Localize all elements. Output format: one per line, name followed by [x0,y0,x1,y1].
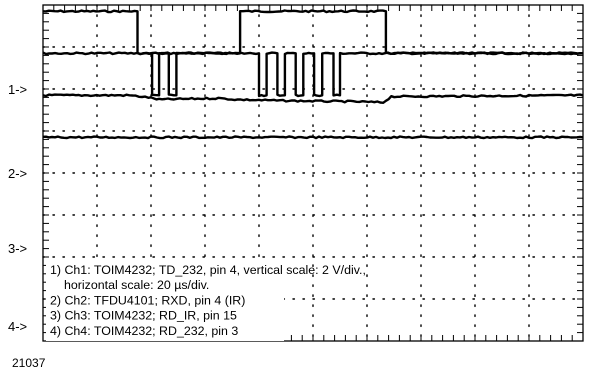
traces [42,9,584,140]
legend: 1) Ch1: TOIM4232; TD_232, pin 4, vertica… [46,262,366,341]
channel-marker-1: 1-> [8,82,28,97]
legend-entry: 2) Ch2: TFDU4101; RXD, pin 4 (IR) [50,293,245,307]
trace-ch3 [42,93,584,105]
channel-marker-4: 4-> [8,319,28,334]
trace-ch2 [42,51,584,98]
legend-entry: 3) Ch3: TOIM4232; RD_IR, pin 15 [50,309,237,323]
channel-marker-2: 2-> [8,166,28,181]
legend-entry: horizontal scale: 20 µs/div. [64,278,209,292]
legend-box [46,262,284,341]
trace-ch4 [42,135,584,140]
figure-number: 21037 [12,356,46,370]
legend-entry: 4) Ch4: TOIM4232; RD_232, pin 3 [50,324,238,338]
channel-marker-3: 3-> [8,241,28,256]
plot-frame [42,4,584,342]
legend-entry: 1) Ch1: TOIM4232; TD_232, pin 4, vertica… [50,263,366,277]
